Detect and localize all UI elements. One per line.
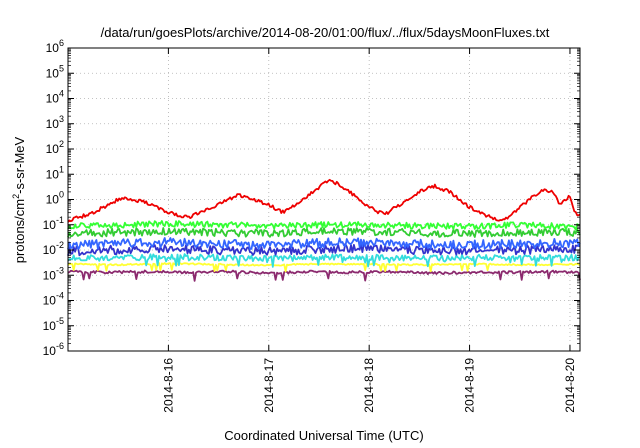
series-line xyxy=(67,178,581,223)
series-line xyxy=(67,227,581,238)
y-axis-label-superscript: 2 xyxy=(11,194,21,199)
x-tick-label: 2014-8-18 xyxy=(362,358,376,413)
y-tick-label: 104 xyxy=(46,89,64,106)
y-tick-label: 102 xyxy=(46,139,64,156)
series-line xyxy=(67,237,581,250)
y-tick-label: 10-2 xyxy=(43,240,64,257)
series-line xyxy=(67,262,581,273)
y-tick-label: 106 xyxy=(46,38,64,55)
y-tick-label: 10-4 xyxy=(43,291,64,308)
y-tick-label: 10-3 xyxy=(43,265,64,282)
series-line xyxy=(67,220,581,231)
y-axis-label-main: protons/cm xyxy=(12,199,27,263)
y-tick-label: 105 xyxy=(46,63,64,80)
y-tick-label: 100 xyxy=(46,190,64,207)
y-tick-label: 10-1 xyxy=(43,215,64,232)
y-tick-label: 10-5 xyxy=(43,316,64,333)
y-axis-label-units: -s-sr-MeV xyxy=(12,136,27,193)
y-tick-label: 10-6 xyxy=(43,341,64,358)
series-line xyxy=(67,253,581,268)
series-line xyxy=(67,243,581,257)
y-tick-label: 103 xyxy=(46,114,64,131)
chart-title: /data/run/goesPlots/archive/2014-08-20/0… xyxy=(101,25,550,40)
y-tick-label: 101 xyxy=(46,164,64,181)
data-series xyxy=(67,178,581,282)
y-axis: 10-6 10-5 10-4 10-3 10-2 10-1 100 101 102 103 104 1… xyxy=(43,38,580,358)
x-tick-label: 2014-8-17 xyxy=(262,358,276,413)
y-axis-label: protons/cm2-s-sr-MeV xyxy=(11,136,27,263)
x-tick-label: 2014-8-20 xyxy=(563,358,577,413)
x-tick-label: 2014-8-16 xyxy=(161,358,175,413)
x-axis: 2014-8-16 2014-8-17 2014-8-18 2014-8-19 2014… xyxy=(161,48,577,413)
x-axis-label: Coordinated Universal Time (UTC) xyxy=(224,428,423,443)
x-tick-label: 2014-8-19 xyxy=(463,358,477,413)
series-line xyxy=(67,269,581,282)
